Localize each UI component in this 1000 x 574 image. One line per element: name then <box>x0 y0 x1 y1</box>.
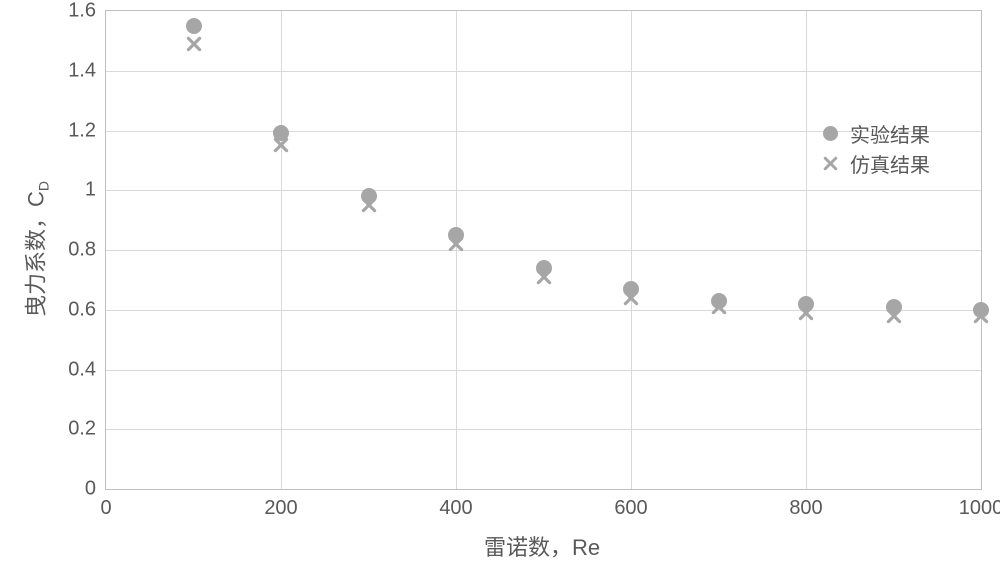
gridline-vertical <box>631 11 632 489</box>
legend: 实验结果仿真结果 <box>820 118 930 178</box>
y-tick-label: 1.6 <box>68 0 106 23</box>
x-tick-label: 200 <box>264 489 297 520</box>
data-point-sim <box>186 36 202 52</box>
x-tick-label: 600 <box>614 489 647 520</box>
y-tick-label: 1.4 <box>68 59 106 82</box>
y-tick-label: 0.6 <box>68 298 106 321</box>
gridline-horizontal <box>106 250 981 251</box>
data-point-sim <box>886 308 902 324</box>
gridline-horizontal <box>106 190 981 191</box>
x-tick-label: 0 <box>100 489 111 520</box>
y-axis-label: 曳力系数，CD <box>18 181 51 317</box>
data-point-sim <box>623 290 639 306</box>
data-point-sim <box>273 137 289 153</box>
x-marker-icon <box>820 153 840 173</box>
legend-item-sim: 仿真结果 <box>820 148 930 178</box>
data-point-sim <box>973 308 989 324</box>
data-point-sim <box>536 269 552 285</box>
x-tick-label: 800 <box>789 489 822 520</box>
y-tick-label: 0.2 <box>68 418 106 441</box>
y-tick-label: 1.2 <box>68 119 106 142</box>
gridline-horizontal <box>106 370 981 371</box>
data-point-sim <box>361 197 377 213</box>
gridline-horizontal <box>106 429 981 430</box>
legend-label: 实验结果 <box>850 119 930 148</box>
gridline-vertical <box>281 11 282 489</box>
y-axis-label-main: 曳力系数，C <box>23 191 48 317</box>
legend-label: 仿真结果 <box>850 149 930 178</box>
chart-container: 曳力系数，CD 雷诺数，Re 00.20.40.60.811.21.41.602… <box>0 0 1000 574</box>
legend-item-exp: 实验结果 <box>820 118 930 148</box>
plot-area: 00.20.40.60.811.21.41.602004006008001000 <box>105 10 982 490</box>
gridline-horizontal <box>106 310 981 311</box>
data-point-exp <box>186 18 202 34</box>
x-axis-label: 雷诺数，Re <box>484 530 600 562</box>
x-tick-label: 1000 <box>959 489 1000 520</box>
gridline-vertical <box>806 11 807 489</box>
y-axis-label-sub: D <box>36 181 52 191</box>
data-point-sim <box>798 305 814 321</box>
circle-marker-icon <box>820 123 840 143</box>
y-tick-label: 0.8 <box>68 239 106 262</box>
gridline-horizontal <box>106 71 981 72</box>
y-tick-label: 1 <box>85 179 106 202</box>
y-tick-label: 0.4 <box>68 358 106 381</box>
data-point-sim <box>711 299 727 315</box>
x-tick-label: 400 <box>439 489 472 520</box>
data-point-sim <box>448 236 464 252</box>
